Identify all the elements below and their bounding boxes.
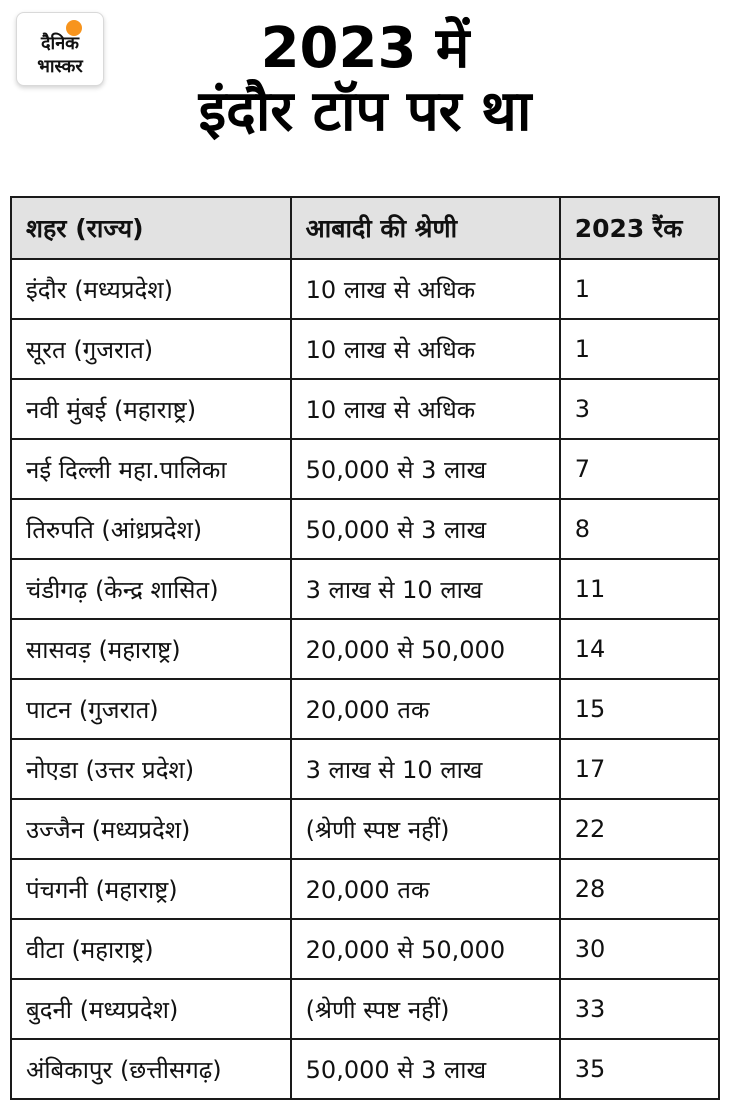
cell-category: 20,000 से 50,000 xyxy=(289,618,561,680)
cell-city: सासवड़ (महाराष्ट्र) xyxy=(10,618,292,680)
cell-rank: 3 xyxy=(558,378,721,440)
cell-city: नोएडा (उत्तर प्रदेश) xyxy=(10,738,292,800)
table-row: नोएडा (उत्तर प्रदेश) 3 लाख से 10 लाख 17 xyxy=(10,738,721,800)
table-row: सासवड़ (महाराष्ट्र) 20,000 से 50,000 14 xyxy=(10,618,721,680)
logo-text-line2: भास्कर xyxy=(37,55,83,77)
cell-rank: 33 xyxy=(558,978,721,1040)
table-header-row: शहर (राज्य) आबादी की श्रेणी 2023 रैंक xyxy=(10,196,721,260)
table-row: चंडीगढ़ (केन्द्र शासित) 3 लाख से 10 लाख … xyxy=(10,558,721,620)
cell-rank: 17 xyxy=(558,738,721,800)
cell-category: 3 लाख से 10 लाख xyxy=(289,558,561,620)
cell-rank: 11 xyxy=(558,558,721,620)
cell-category: 50,000 से 3 लाख xyxy=(289,498,561,560)
cell-rank: 14 xyxy=(558,618,721,680)
col-header-city: शहर (राज्य) xyxy=(10,196,292,260)
cell-rank: 35 xyxy=(558,1038,721,1100)
cell-category: 50,000 से 3 लाख xyxy=(289,1038,561,1100)
cell-rank: 30 xyxy=(558,918,721,980)
cell-rank: 1 xyxy=(558,258,721,320)
col-header-rank: 2023 रैंक xyxy=(558,196,721,260)
cell-rank: 7 xyxy=(558,438,721,500)
cell-city: सूरत (गुजरात) xyxy=(10,318,292,380)
page-title: 2023 में इंदौर टॉप पर था xyxy=(0,0,730,144)
cell-category: (श्रेणी स्पष्ट नहीं) xyxy=(289,978,561,1040)
cell-rank: 15 xyxy=(558,678,721,740)
cell-city: नई दिल्ली महा.पालिका xyxy=(10,438,292,500)
table-row: वीटा (महाराष्ट्र) 20,000 से 50,000 30 xyxy=(10,918,721,980)
cell-city: चंडीगढ़ (केन्द्र शासित) xyxy=(10,558,292,620)
table-row: पाटन (गुजरात) 20,000 तक 15 xyxy=(10,678,721,740)
cell-category: 20,000 तक xyxy=(289,678,561,740)
table-row: पंचगनी (महाराष्ट्र) 20,000 तक 28 xyxy=(10,858,721,920)
cell-city: इंदौर (मध्यप्रदेश) xyxy=(10,258,292,320)
sun-icon xyxy=(66,20,82,36)
cell-category: 20,000 से 50,000 xyxy=(289,918,561,980)
cell-city: तिरुपति (आंध्रप्रदेश) xyxy=(10,498,292,560)
cell-category: 20,000 तक xyxy=(289,858,561,920)
logo-text-line1: दैनिक xyxy=(40,33,80,54)
cell-category: 50,000 से 3 लाख xyxy=(289,438,561,500)
cell-rank: 22 xyxy=(558,798,721,860)
title-line2: इंदौर टॉप पर था xyxy=(198,78,532,144)
cell-city: नवी मुंबई (महाराष्ट्र) xyxy=(10,378,292,440)
table-row: बुदनी (मध्यप्रदेश) (श्रेणी स्पष्ट नहीं) … xyxy=(10,978,721,1040)
cell-rank: 1 xyxy=(558,318,721,380)
cell-category: 3 लाख से 10 लाख xyxy=(289,738,561,800)
col-header-category: आबादी की श्रेणी xyxy=(289,196,561,260)
cell-category: 10 लाख से अधिक xyxy=(289,378,561,440)
table-row: नई दिल्ली महा.पालिका 50,000 से 3 लाख 7 xyxy=(10,438,721,500)
table-row: अंबिकापुर (छत्तीसगढ़) 50,000 से 3 लाख 35 xyxy=(10,1038,721,1100)
rank-table: शहर (राज्य) आबादी की श्रेणी 2023 रैंक इं… xyxy=(10,196,721,1100)
table-row: उज्जैन (मध्यप्रदेश) (श्रेणी स्पष्ट नहीं)… xyxy=(10,798,721,860)
cell-city: उज्जैन (मध्यप्रदेश) xyxy=(10,798,292,860)
cell-category: 10 लाख से अधिक xyxy=(289,318,561,380)
title-line1: 2023 में xyxy=(260,16,470,81)
cell-city: अंबिकापुर (छत्तीसगढ़) xyxy=(10,1038,292,1100)
cell-rank: 8 xyxy=(558,498,721,560)
cell-category: (श्रेणी स्पष्ट नहीं) xyxy=(289,798,561,860)
rank-table-wrapper: शहर (राज्य) आबादी की श्रेणी 2023 रैंक इं… xyxy=(10,196,721,1100)
cell-city: पाटन (गुजरात) xyxy=(10,678,292,740)
cell-rank: 28 xyxy=(558,858,721,920)
dainik-bhaskar-logo: दैनिक भास्कर xyxy=(16,12,104,86)
table-row: इंदौर (मध्यप्रदेश) 10 लाख से अधिक 1 xyxy=(10,258,721,320)
table-row: सूरत (गुजरात) 10 लाख से अधिक 1 xyxy=(10,318,721,380)
cell-category: 10 लाख से अधिक xyxy=(289,258,561,320)
table-row: नवी मुंबई (महाराष्ट्र) 10 लाख से अधिक 3 xyxy=(10,378,721,440)
cell-city: वीटा (महाराष्ट्र) xyxy=(10,918,292,980)
cell-city: बुदनी (मध्यप्रदेश) xyxy=(10,978,292,1040)
table-row: तिरुपति (आंध्रप्रदेश) 50,000 से 3 लाख 8 xyxy=(10,498,721,560)
cell-city: पंचगनी (महाराष्ट्र) xyxy=(10,858,292,920)
